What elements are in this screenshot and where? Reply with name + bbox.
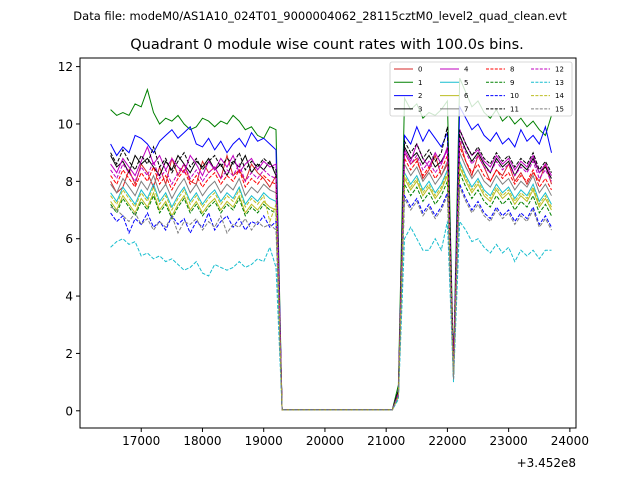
series-line-15 bbox=[110, 186, 552, 411]
legend-label: 7 bbox=[464, 105, 468, 113]
chart-title: Quadrant 0 module wise count rates with … bbox=[130, 37, 524, 53]
x-offset-label: +3.452e8 bbox=[517, 456, 576, 470]
series-line-12 bbox=[110, 138, 552, 411]
series-line-10 bbox=[110, 184, 552, 411]
series-line-11 bbox=[110, 126, 552, 411]
legend-label: 2 bbox=[418, 92, 422, 100]
series-line-5 bbox=[110, 161, 552, 411]
series-line-3 bbox=[110, 135, 552, 411]
series-line-0 bbox=[110, 141, 552, 411]
series-line-1 bbox=[110, 77, 552, 411]
series-line-13 bbox=[110, 220, 552, 411]
x-tick-label: 21000 bbox=[367, 434, 405, 448]
y-tick-label: 8 bbox=[65, 175, 73, 189]
x-tick-label: 18000 bbox=[183, 434, 221, 448]
legend-label: 13 bbox=[555, 79, 564, 87]
series-line-8 bbox=[110, 146, 552, 411]
y-tick-label: 10 bbox=[58, 117, 73, 131]
x-tick-label: 17000 bbox=[122, 434, 160, 448]
x-tick-label: 23000 bbox=[490, 434, 528, 448]
suptitle: Data file: modeM0/AS1A10_024T01_90000040… bbox=[73, 9, 567, 23]
legend-label: 11 bbox=[510, 105, 519, 113]
x-tick-label: 24000 bbox=[551, 434, 589, 448]
series-line-14 bbox=[110, 163, 552, 411]
x-axis: 17000 18000 19000 20000 21000 22000 23000 24000 bbox=[122, 428, 589, 448]
legend-label: 5 bbox=[464, 79, 468, 87]
legend-label: 8 bbox=[510, 66, 514, 74]
legend-label: 10 bbox=[510, 92, 519, 100]
y-tick-label: 0 bbox=[65, 404, 73, 418]
legend-label: 14 bbox=[555, 92, 564, 100]
y-tick-label: 2 bbox=[65, 347, 73, 361]
y-tick-label: 12 bbox=[58, 60, 73, 74]
x-tick-label: 22000 bbox=[428, 434, 466, 448]
y-tick-label: 6 bbox=[65, 232, 73, 246]
y-axis: 0 2 4 6 8 10 12 bbox=[58, 60, 80, 418]
legend-label: 15 bbox=[555, 105, 564, 113]
x-tick-label: 20000 bbox=[306, 434, 344, 448]
legend-label: 1 bbox=[418, 79, 422, 87]
legend-label: 9 bbox=[510, 79, 514, 87]
x-tick-label: 19000 bbox=[245, 434, 283, 448]
legend-box bbox=[389, 61, 573, 117]
series-line-2 bbox=[110, 104, 552, 411]
legend-label: 6 bbox=[464, 92, 469, 100]
legend-label: 4 bbox=[464, 66, 469, 74]
legend-label: 3 bbox=[418, 105, 422, 113]
series-line-6 bbox=[110, 166, 552, 411]
series-layer bbox=[110, 77, 552, 411]
legend-label: 12 bbox=[555, 66, 564, 74]
plot-frame bbox=[79, 57, 577, 429]
y-tick-label: 4 bbox=[65, 290, 73, 304]
series-line-9 bbox=[110, 172, 552, 411]
legend-label: 0 bbox=[418, 66, 422, 74]
